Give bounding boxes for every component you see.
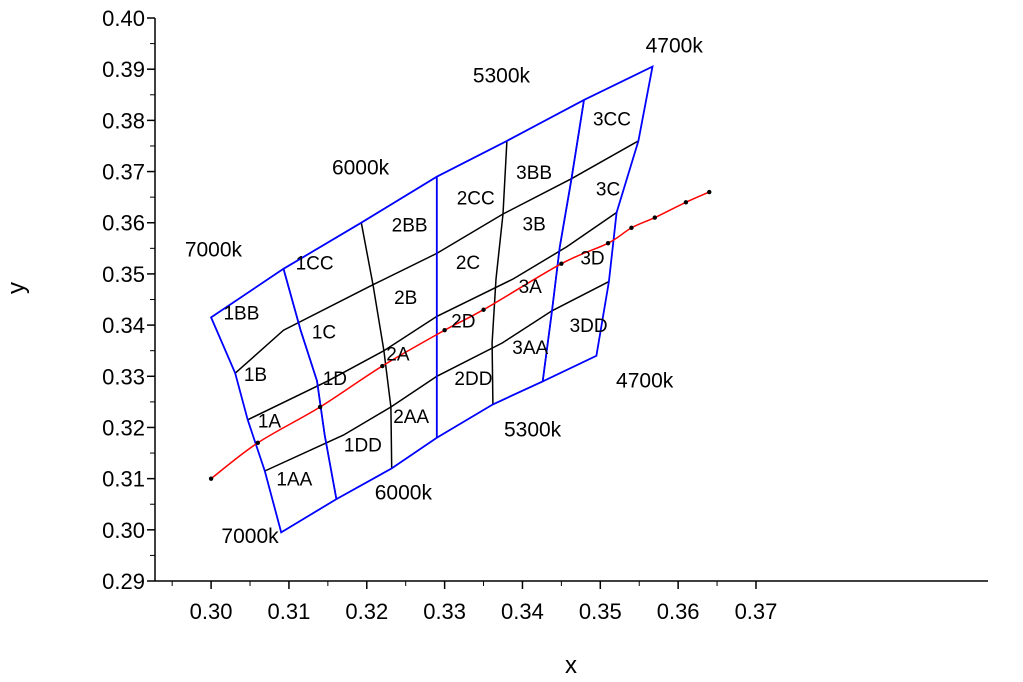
locus-point	[380, 363, 385, 369]
cct-label: 4700k	[616, 369, 674, 392]
bin-label: 2C	[456, 253, 480, 274]
bin-row-line	[247, 211, 618, 421]
planckian-locus	[208, 189, 712, 481]
cct-label: 7000k	[185, 238, 243, 261]
locus-point	[683, 200, 689, 205]
bin-column-line	[360, 222, 393, 469]
bin-outline	[209, 65, 654, 534]
y-tick-label: 0.37	[102, 160, 145, 185]
bin-label: 3BB	[516, 163, 552, 184]
bin-label: 2D	[451, 312, 475, 333]
locus-point	[442, 328, 447, 333]
locus-point	[481, 307, 486, 312]
bin-label: 1D	[323, 369, 347, 390]
locus-curve	[210, 191, 710, 480]
bin-label: 1B	[244, 365, 267, 386]
x-tick-label: 0.34	[501, 599, 544, 624]
y-tick-label: 0.36	[102, 211, 145, 236]
bin-label: 3AA	[512, 338, 548, 359]
y-tick-label: 0.30	[102, 518, 145, 543]
x-tick-label: 0.30	[190, 599, 233, 624]
cct-label: 7000k	[221, 525, 279, 548]
x-tick-label: 0.31	[268, 599, 311, 624]
bin-label: 1AA	[276, 470, 312, 491]
y-tick-label: 0.33	[102, 364, 145, 389]
y-tick-label: 0.38	[102, 108, 145, 133]
y-tick-label: 0.31	[102, 467, 145, 492]
cct-label: 4700k	[646, 35, 704, 58]
y-tick-label: 0.39	[102, 57, 145, 82]
bin-label: 3C	[596, 180, 620, 201]
cct-boundary-line	[282, 268, 338, 500]
x-tick-label: 0.33	[423, 599, 466, 624]
y-tick-label: 0.40	[102, 6, 145, 31]
y-tick-label: 0.32	[102, 415, 145, 440]
bin-label: 2DD	[454, 369, 492, 390]
x-tick-label: 0.32	[345, 599, 388, 624]
y-tick-label: 0.29	[102, 569, 145, 594]
bin-label: 1CC	[296, 254, 334, 275]
bin-label: 2BB	[392, 215, 428, 236]
locus-point	[317, 404, 323, 410]
bin-label: 1C	[312, 322, 336, 343]
x-tick-label: 0.37	[735, 599, 778, 624]
locus-point	[605, 241, 611, 246]
x-tick-label: 0.35	[579, 599, 622, 624]
cct-label: 5300k	[473, 64, 531, 87]
bin-label: 2A	[386, 344, 410, 365]
bin-label: 3CC	[593, 109, 631, 130]
locus-point	[208, 476, 214, 481]
cct-label: 6000k	[332, 157, 390, 180]
bin-label: 1DD	[344, 435, 382, 456]
bin-label: 2AA	[393, 407, 429, 428]
cct-label: 6000k	[375, 482, 433, 505]
bin-label: 2CC	[457, 189, 495, 210]
bin-label: 3A	[519, 277, 543, 298]
y-tick-label: 0.34	[102, 313, 145, 338]
cct-boundary-line	[541, 99, 585, 382]
locus-point	[255, 440, 261, 446]
bin-label: 1A	[258, 411, 282, 432]
bin-label: 3D	[580, 249, 604, 270]
x-axis-title: x	[565, 652, 577, 679]
y-tick-label: 0.35	[102, 262, 145, 287]
y-axis-ticks: 0.29 0.30 0.31 0.32 0.33 0.34 0.35 0.36 0.37 0.38…	[102, 6, 155, 594]
locus-point	[629, 225, 634, 231]
bin-label: 3B	[523, 214, 546, 235]
bin-label: 2B	[394, 288, 417, 309]
bin-quadrangles	[209, 65, 654, 534]
axes: 0.30 0.31 0.32 0.33 0.34 0.35 0.36 0.37 0.29 0.3…	[3, 6, 988, 679]
locus-point	[559, 261, 564, 266]
bin-label: 3DD	[570, 316, 608, 337]
cct-label: 5300k	[504, 419, 562, 442]
bin-labels: 1BB 1CC 2BB 2CC 3BB 3CC 1B 1C 2B 2C 3B 3C 1A 1D 2A 2D 3A…	[223, 109, 630, 490]
cct-annotations: 7000k 6000k 5300k 4700k 7000k 6000k 5300k 4700k	[185, 35, 704, 548]
locus-point	[652, 215, 657, 220]
x-axis-ticks: 0.30 0.31 0.32 0.33 0.34 0.35 0.36 0.37	[171, 581, 778, 624]
locus-point	[707, 189, 712, 195]
bin-column-line	[491, 140, 508, 405]
bin-label: 1BB	[223, 303, 259, 324]
y-axis-title: y	[3, 282, 30, 294]
x-tick-label: 0.36	[657, 599, 700, 624]
